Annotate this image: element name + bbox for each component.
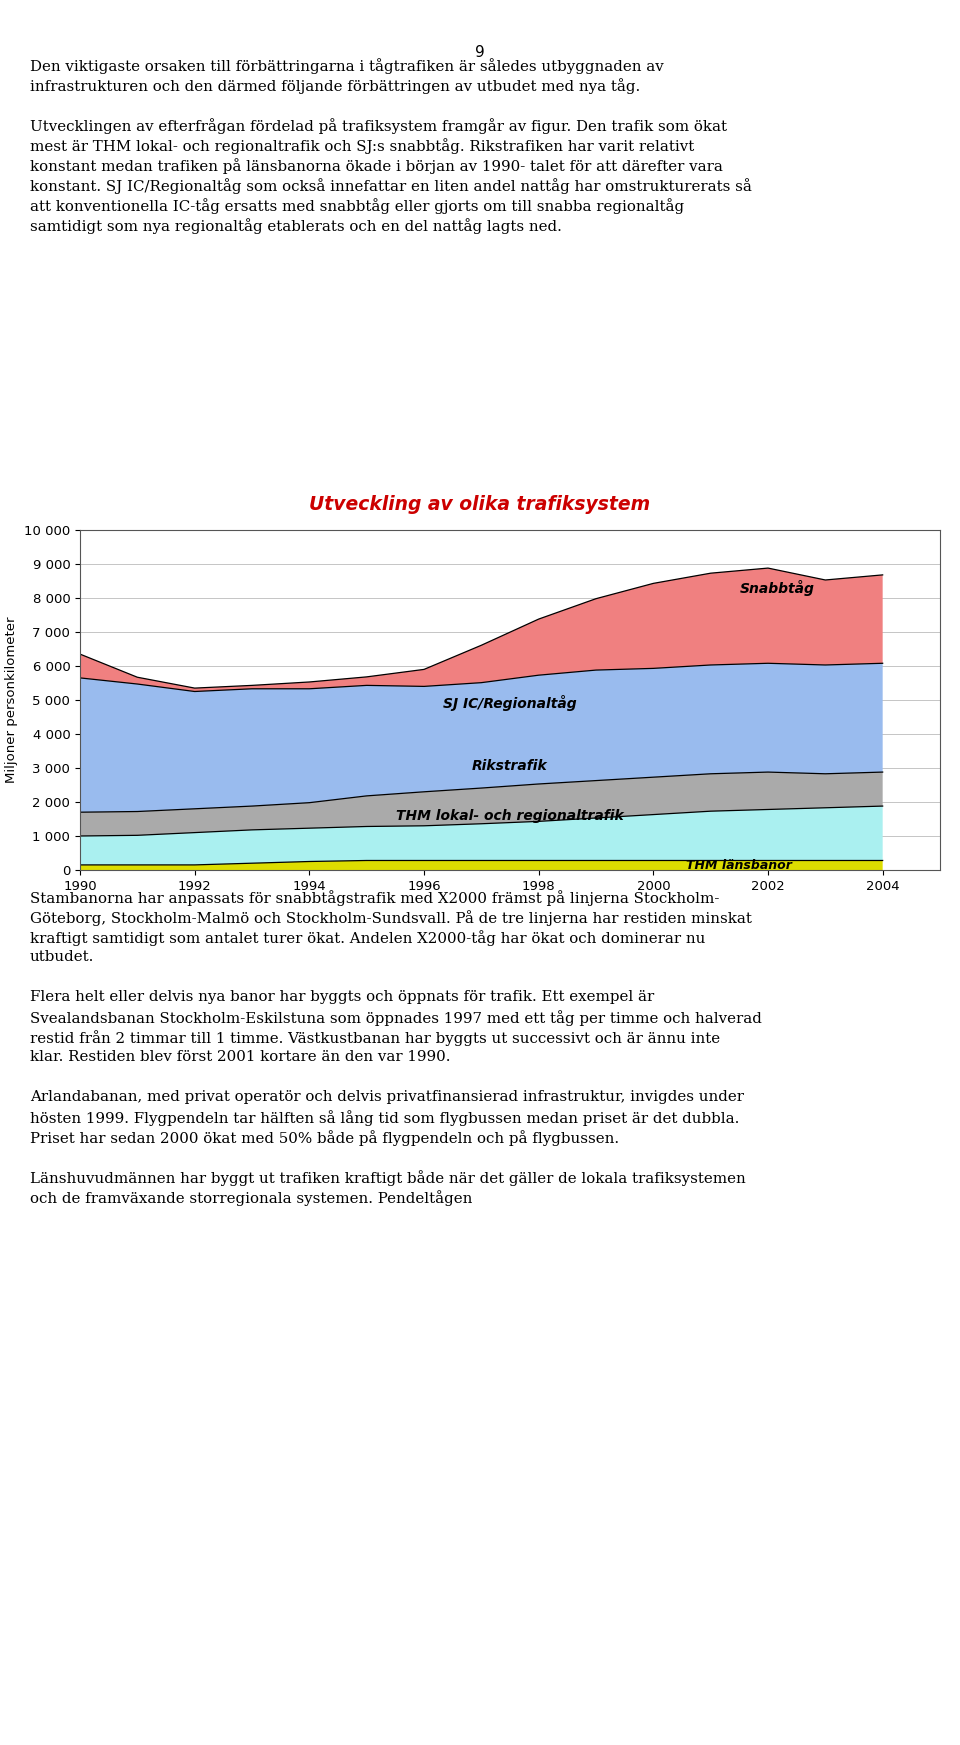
- Text: kraftigt samtidigt som antalet turer ökat. Andelen X2000-tåg har ökat och domine: kraftigt samtidigt som antalet turer öka…: [30, 930, 706, 946]
- Text: restid från 2 timmar till 1 timme. Västkustbanan har byggts ut successivt och är: restid från 2 timmar till 1 timme. Västk…: [30, 1030, 720, 1045]
- Text: THM länsbanor: THM länsbanor: [686, 860, 792, 872]
- Text: Rikstrafik: Rikstrafik: [472, 759, 548, 773]
- Text: Utveckling av olika trafiksystem: Utveckling av olika trafiksystem: [309, 496, 651, 515]
- Text: klar. Restiden blev först 2001 kortare än den var 1990.: klar. Restiden blev först 2001 kortare ä…: [30, 1050, 450, 1064]
- Text: och de framväxande storregionala systemen. Pendeltågen: och de framväxande storregionala systeme…: [30, 1190, 472, 1206]
- Text: Arlandabanan, med privat operatör och delvis privatfinansierad infrastruktur, in: Arlandabanan, med privat operatör och de…: [30, 1091, 744, 1105]
- Text: konstant. SJ IC/Regionaltåg som också innefattar en liten andel nattåg har omstr: konstant. SJ IC/Regionaltåg som också in…: [30, 178, 752, 194]
- Text: infrastrukturen och den därmed följande förbättringen av utbudet med nya tåg.: infrastrukturen och den därmed följande …: [30, 79, 640, 94]
- Text: konstant medan trafiken på länsbanorna ökade i början av 1990- talet för att där: konstant medan trafiken på länsbanorna ö…: [30, 159, 723, 174]
- Text: SJ IC/Regionaltåg: SJ IC/Regionaltåg: [444, 696, 577, 712]
- Text: Den viktigaste orsaken till förbättringarna i tågtrafiken är således utbyggnaden: Den viktigaste orsaken till förbättringa…: [30, 58, 663, 73]
- Text: 9: 9: [475, 45, 485, 61]
- Text: hösten 1999. Flygpendeln tar hälften så lång tid som flygbussen medan priset är : hösten 1999. Flygpendeln tar hälften så …: [30, 1110, 739, 1126]
- Text: Utvecklingen av efterfrågan fördelad på trafiksystem framgår av figur. Den trafi: Utvecklingen av efterfrågan fördelad på …: [30, 119, 727, 134]
- Text: utbudet.: utbudet.: [30, 949, 94, 963]
- Text: mest är THM lokal- och regionaltrafik och SJ:s snabbtåg. Rikstrafiken har varit : mest är THM lokal- och regionaltrafik oc…: [30, 138, 694, 154]
- Text: Stambanorna har anpassats för snabbtågstrafik med X2000 främst på linjerna Stock: Stambanorna har anpassats för snabbtågst…: [30, 890, 719, 906]
- Text: samtidigt som nya regionaltåg etablerats och en del nattåg lagts ned.: samtidigt som nya regionaltåg etablerats…: [30, 218, 562, 234]
- Text: Priset har sedan 2000 ökat med 50% både på flygpendeln och på flygbussen.: Priset har sedan 2000 ökat med 50% både …: [30, 1131, 619, 1146]
- Text: THM lokal- och regionaltrafik: THM lokal- och regionaltrafik: [396, 808, 624, 822]
- Text: Snabbtåg: Snabbtåg: [739, 579, 814, 595]
- Text: att konventionella IC-tåg ersatts med snabbtåg eller gjorts om till snabba regio: att konventionella IC-tåg ersatts med sn…: [30, 197, 684, 215]
- Y-axis label: Miljoner personkilometer: Miljoner personkilometer: [6, 616, 18, 784]
- Text: Länshuvudmännen har byggt ut trafiken kraftigt både när det gäller de lokala tra: Länshuvudmännen har byggt ut trafiken kr…: [30, 1169, 746, 1187]
- Text: Flera helt eller delvis nya banor har byggts och öppnats för trafik. Ett exempel: Flera helt eller delvis nya banor har by…: [30, 989, 655, 1003]
- Text: Göteborg, Stockholm-Malmö och Stockholm-Sundsvall. På de tre linjerna har restid: Göteborg, Stockholm-Malmö och Stockholm-…: [30, 909, 752, 927]
- Text: Svealandsbanan Stockholm-Eskilstuna som öppnades 1997 med ett tåg per timme och : Svealandsbanan Stockholm-Eskilstuna som …: [30, 1010, 762, 1026]
